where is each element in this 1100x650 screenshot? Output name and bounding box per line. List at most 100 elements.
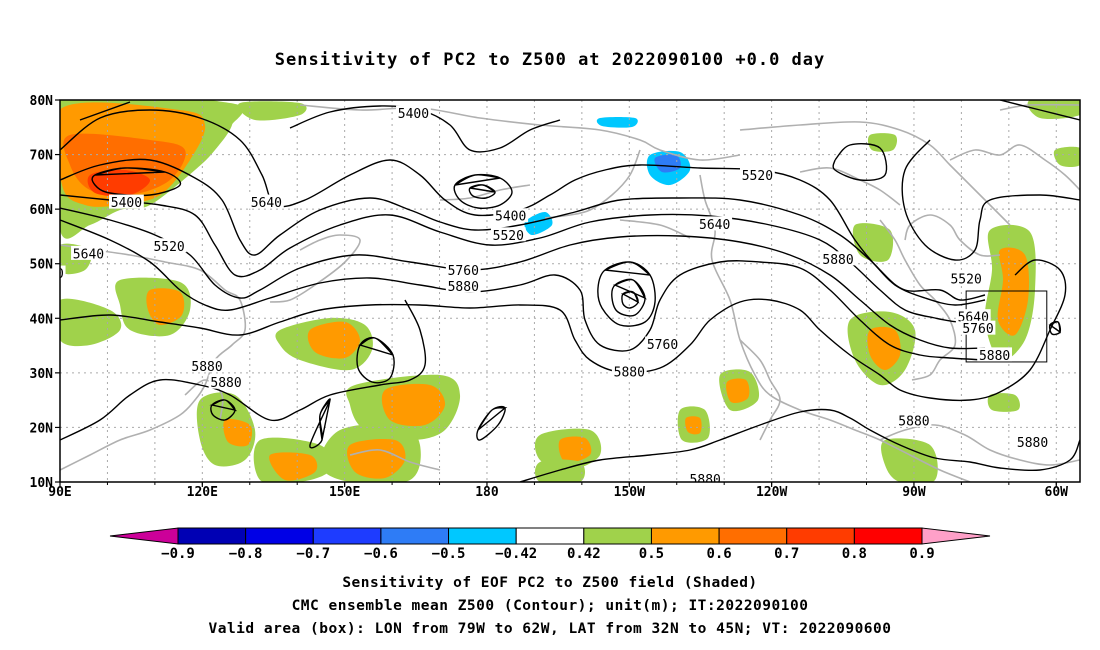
shade-w-green — [60, 298, 122, 347]
contour-label-bg-12 — [60, 265, 66, 280]
shade-carib-green — [881, 438, 938, 482]
contour-label-bg-9 — [490, 227, 526, 242]
contour-label: 5880 — [822, 253, 853, 268]
contour-label-bg-18 — [611, 363, 647, 378]
contour-closed-1 — [453, 173, 513, 209]
colorbar-bin — [583, 527, 652, 545]
contour-closed-9 — [476, 405, 508, 441]
contour-label: 5880 — [448, 280, 479, 295]
contour-label-bg-8 — [151, 238, 187, 253]
contour-label-bg-17 — [820, 251, 856, 266]
coastline-11 — [999, 103, 1080, 111]
caption-contour: CMC ensemble mean Z500 (Contour); unit(m… — [291, 598, 809, 614]
contour-label-bg-14 — [645, 336, 680, 351]
coastline-2 — [269, 234, 361, 303]
coastline-10 — [879, 424, 1080, 466]
contour-label: 5880 — [898, 414, 929, 429]
contour-label: 5400 — [111, 196, 142, 211]
contour-label-bg-11 — [948, 270, 984, 285]
contour-line-13 — [999, 100, 1080, 121]
shade-se-orange — [867, 326, 901, 370]
colorbar-label: −0.42 — [495, 546, 537, 562]
contour-line-7 — [60, 259, 1067, 402]
coastline-9 — [904, 214, 1001, 257]
coastline-13 — [439, 184, 531, 201]
contour-line-2 — [60, 109, 986, 301]
shade-baja-orange — [726, 378, 750, 404]
contour-label: 5760 — [647, 338, 678, 353]
shade-wp3-orange — [347, 438, 406, 479]
coastline-7 — [739, 121, 1011, 226]
contour-label: 5520 — [153, 240, 184, 255]
shade-atl2-green — [987, 393, 1020, 412]
lon-label: 90W — [902, 485, 926, 500]
shade-e-edge-green — [1053, 146, 1080, 167]
colorbar-high-tip — [921, 527, 991, 545]
coastline-3 — [299, 104, 741, 161]
colorbar-bin — [650, 527, 720, 545]
contour-closed-2 — [468, 184, 496, 199]
lon-label: 60W — [1045, 485, 1069, 500]
contour-label-bg-22 — [977, 347, 1013, 362]
lon-label: 120W — [756, 485, 787, 500]
contour-label: 5760 — [962, 322, 993, 337]
contour-closed-11 — [309, 398, 331, 449]
contour-label-bg-1 — [396, 105, 431, 120]
lat-label: 30N — [30, 367, 54, 382]
lon-label: 90E — [48, 485, 71, 500]
lat-label: 10N — [30, 476, 54, 491]
shade-wp2-orange — [381, 383, 446, 427]
colorbar-bin — [515, 527, 585, 545]
contour-label-bg-13 — [445, 262, 481, 277]
contour-line-12 — [79, 101, 131, 121]
contour-label-bg-20 — [208, 374, 244, 389]
shade-ne-green — [852, 223, 894, 262]
colorbar-bin — [312, 527, 382, 545]
colorbar-label: −0.8 — [229, 546, 263, 562]
colorbar-label: 0.9 — [909, 546, 934, 562]
shade-wp4-orange — [269, 452, 318, 481]
shade-n-green — [237, 101, 307, 121]
colorbar-label: 0.8 — [842, 546, 867, 562]
contour-label: 5760 — [32, 267, 63, 282]
contour-label: 5880 — [690, 473, 721, 488]
lat-label: 40N — [30, 312, 54, 327]
colorbar-bin — [786, 527, 855, 545]
contour-label-bg-19 — [189, 358, 225, 373]
contour-label: 5520 — [950, 272, 981, 287]
shade-phil-orange — [223, 419, 253, 447]
contour-label: 5760 — [448, 264, 479, 279]
contour-label-bg-23 — [1015, 434, 1050, 449]
contour-line-11 — [832, 143, 888, 182]
shade-mex-orange — [685, 416, 702, 435]
contour-label-bg-6 — [697, 216, 733, 231]
colorbar-bin — [448, 527, 517, 545]
shade-ep2-green — [534, 459, 586, 482]
contour-line-9 — [519, 408, 1080, 482]
lon-label: 120E — [187, 485, 218, 500]
contour-label: 5640 — [699, 218, 730, 233]
lat-label: 60N — [30, 203, 54, 218]
map-frame — [59, 99, 1081, 483]
contour-line-10 — [901, 139, 1080, 261]
lat-label: 50N — [30, 258, 54, 273]
contour-line-1 — [289, 105, 561, 153]
lon-label: 180 — [475, 485, 499, 500]
contour-label: 5640 — [251, 196, 282, 211]
colorbar-bin — [718, 527, 788, 545]
shade-hudson-green — [867, 133, 898, 152]
contour-label: 5520 — [493, 229, 524, 244]
contour-label-bg-10 — [739, 167, 775, 182]
coastline-15 — [349, 449, 441, 471]
contour-closed-7 — [356, 336, 395, 384]
lat-label: 70N — [30, 149, 54, 164]
contour-closed-3 — [597, 261, 656, 327]
shade-china-orange — [146, 288, 185, 326]
colorbar-label: −0.7 — [296, 546, 330, 562]
contour-label: 5880 — [210, 376, 241, 391]
contour-label-bg-5 — [71, 245, 106, 260]
colorbar-bin — [245, 527, 314, 545]
contour-line-5 — [60, 207, 986, 350]
